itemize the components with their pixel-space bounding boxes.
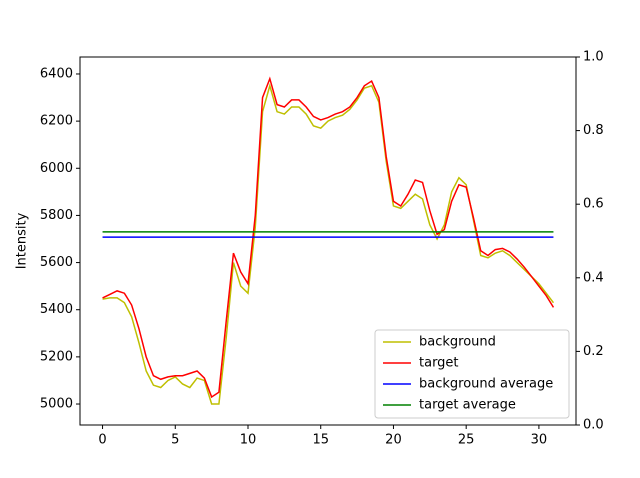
y-tick-label: 5000 [40,397,73,412]
legend-box [374,329,570,419]
legend-label: target [419,356,459,371]
y-tick-label: 5200 [40,349,73,364]
y2-tick-label: 0.0 [583,418,604,433]
y-tick-label: 5800 [40,208,73,223]
x-tick-label: 5 [171,433,179,448]
y-tick-label: 6400 [40,66,73,81]
y-axis-label: Intensity [15,212,30,269]
x-tick-label: 20 [385,433,402,448]
y2-tick-label: 1.0 [583,50,604,65]
legend-label: background [419,335,496,350]
y-tick-label: 6000 [40,161,73,176]
x-tick-label: 30 [531,433,548,448]
x-tick-label: 0 [98,433,106,448]
x-tick-label: 15 [312,433,329,448]
line-series [102,76,555,399]
y2-tick-label: 0.6 [583,197,604,212]
y2-tick-label: 0.2 [583,344,604,359]
legend-label: background average [419,377,553,392]
y-tick-label: 5600 [40,255,73,270]
x-tick-label: 25 [458,433,475,448]
y2-tick-label: 0.4 [583,270,604,285]
legend-label: target average [419,398,516,413]
line-series [102,82,555,405]
y-tick-label: 5400 [40,302,73,317]
y2-tick-label: 0.8 [583,123,604,138]
x-tick-label: 10 [240,433,257,448]
y-tick-label: 6200 [40,114,73,129]
plot-frame [79,56,577,426]
